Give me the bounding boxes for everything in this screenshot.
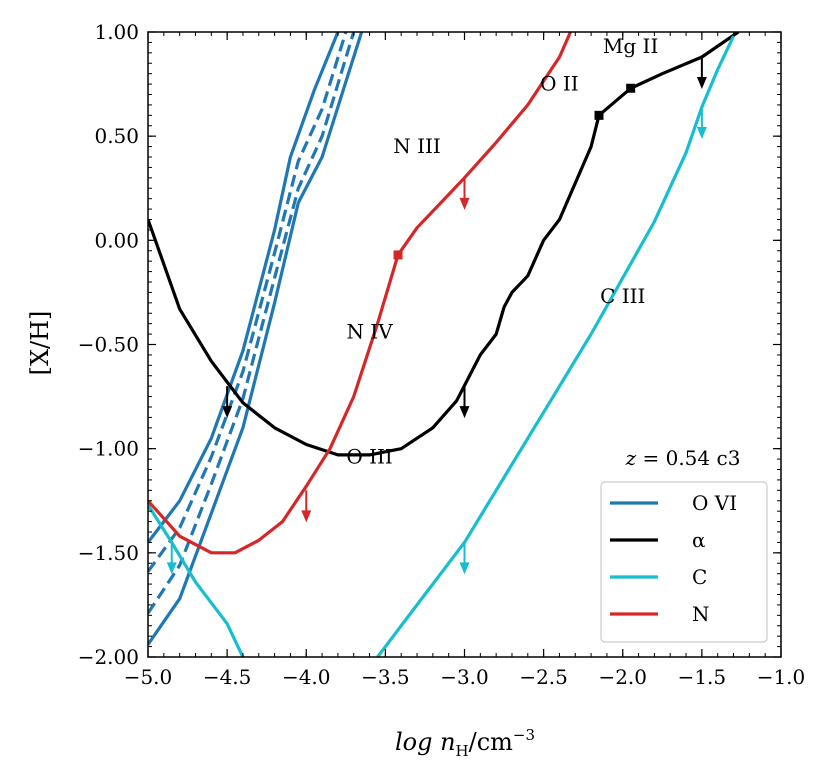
legend-label: O VI: [692, 491, 737, 515]
x-tick-label: −4.0: [282, 665, 331, 689]
x-tick-label: −1.5: [678, 665, 727, 689]
legend-title: z = 0.54 c3: [625, 446, 741, 470]
annotation-o-iii: O III: [346, 444, 392, 468]
legend-label: α: [692, 528, 706, 552]
limit-arrow-5: [166, 542, 177, 575]
x-tick-label: −5.0: [124, 665, 173, 689]
limit-arrow-4: [301, 490, 312, 523]
legend-items: O VI αCN: [610, 491, 737, 626]
y-tick-label: 0.50: [94, 124, 139, 148]
annotation-n-iii: N III: [393, 134, 441, 158]
series-o-vi-center: [148, 32, 348, 573]
legend-label: C: [692, 565, 707, 589]
series-layer: [148, 32, 740, 657]
y-tick-label: 0.00: [94, 228, 139, 252]
y-axis-ticks: −2.00 −1.50 −1.00 −0.50 0.00 0.50 1.00: [78, 20, 781, 669]
y-tick-label: −1.50: [78, 541, 139, 565]
x-axis-title: log nH/cm−3: [395, 726, 535, 760]
x-axis-ticks: −5.0 −4.5 −4.0 −3.5 −3.0 −2.5 −2.0 −1.5 −1.0: [124, 32, 806, 689]
annotation-layer: Mg II O II N III C III N IV O III: [346, 34, 658, 468]
y-tick-label: −2.00: [78, 645, 139, 669]
annotation-mg-ii: Mg II: [603, 34, 658, 58]
y-tick-label: 1.00: [94, 20, 139, 44]
x-tick-label: −3.5: [361, 665, 410, 689]
legend-box: [600, 481, 768, 643]
series-o-vi-upper: [148, 32, 340, 544]
x-tick-label: −2.0: [598, 665, 647, 689]
annotation-n-iv: N IV: [346, 319, 393, 343]
series-o-vi-lower: [148, 32, 364, 646]
limit-arrow-1: [459, 386, 470, 419]
series-o-vi-center-2: [148, 32, 356, 615]
limit-arrow-7: [696, 107, 707, 139]
legend-item-3: N: [610, 602, 710, 626]
x-tick-label: −1.0: [757, 665, 806, 689]
marker-0: [393, 250, 403, 260]
legend-item-1: α: [610, 528, 706, 552]
limit-arrow-3: [459, 177, 470, 210]
annotation-c-iii: C III: [600, 284, 645, 308]
series-alpha: [148, 32, 740, 457]
x-tick-label: −4.5: [203, 665, 252, 689]
y-tick-label: −1.00: [78, 437, 139, 461]
y-axis-title: [X/H]: [26, 311, 54, 376]
series-n: [148, 32, 572, 555]
series-c-left: [148, 504, 245, 657]
limit-arrow-0: [222, 386, 233, 419]
limit-arrow-2: [696, 57, 707, 89]
arrow-layer: [166, 57, 707, 575]
legend: z = 0.54 c3 O VI αCN: [600, 446, 768, 643]
legend-label: N: [692, 602, 710, 626]
y-tick-label: −0.50: [78, 333, 139, 357]
marker-1: [594, 110, 604, 120]
limit-arrow-6: [459, 542, 470, 575]
x-tick-label: −3.0: [440, 665, 489, 689]
x-tick-label: −2.5: [519, 665, 568, 689]
marker-layer: [393, 83, 636, 260]
legend-item-0: O VI: [610, 491, 737, 515]
annotation-o-ii: O II: [540, 71, 579, 95]
marker-2: [626, 83, 636, 93]
legend-item-2: C: [610, 565, 707, 589]
